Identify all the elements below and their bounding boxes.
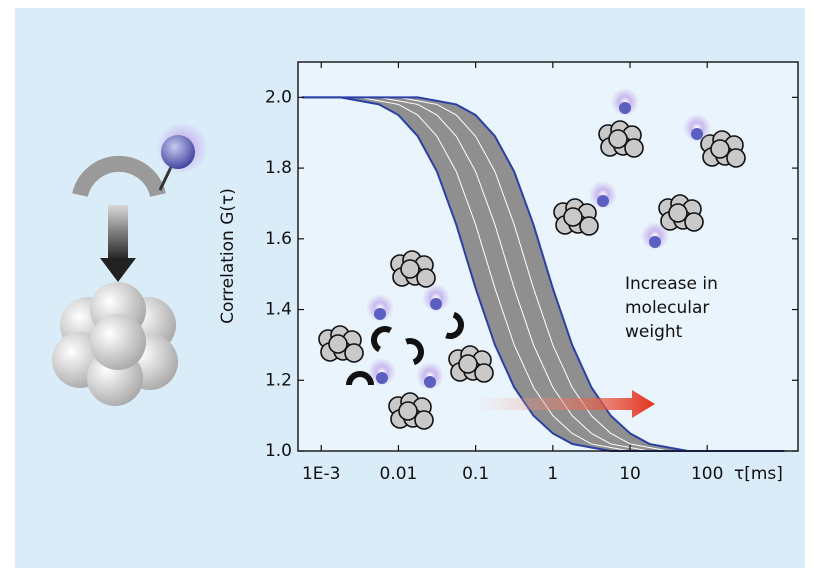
x-tick-label: 1E-3	[302, 464, 341, 484]
molecule-part	[415, 411, 433, 429]
fluorophore	[161, 135, 195, 169]
molecule-part	[345, 344, 363, 362]
sparkle-core	[374, 308, 386, 320]
x-tick-label: 0.01	[380, 464, 418, 484]
x-tick-label: 0.1	[462, 464, 489, 484]
molecule-part	[475, 364, 493, 382]
y-axis-label: Correlation G(τ)	[218, 188, 238, 324]
molecule	[389, 393, 433, 429]
molecule-part	[669, 204, 687, 222]
x-axis-label: τ[ms]	[734, 464, 783, 484]
y-tick-label: 1.4	[265, 300, 292, 320]
x-tick-label: 1	[547, 464, 558, 484]
molecule	[659, 195, 703, 231]
sparkle-core	[691, 128, 703, 140]
sparkle-core	[597, 195, 609, 207]
molecule-part	[711, 140, 729, 158]
molecule	[554, 199, 598, 235]
figure: Correlation G(τ) τ[ms] Increase in molec…	[0, 0, 822, 576]
molecule-part	[625, 139, 643, 157]
molecule-part	[580, 217, 598, 235]
molecule-part	[564, 208, 582, 226]
molecule	[391, 251, 435, 287]
y-tick-label: 1.8	[265, 158, 292, 178]
sparkle-core	[649, 236, 661, 248]
y-tick-label: 2.0	[265, 87, 292, 107]
x-tick-label: 10	[619, 464, 641, 484]
sparkle-core	[430, 298, 442, 310]
sparkle-core	[376, 372, 388, 384]
molecule-part	[459, 355, 477, 373]
molecule-part	[609, 130, 627, 148]
molecule-part	[685, 213, 703, 231]
annotation-line: Increase in	[625, 274, 718, 294]
molecule	[449, 346, 493, 382]
annotation-line: molecular	[625, 298, 709, 318]
y-tick-label: 1.6	[265, 229, 292, 249]
y-tick-label: 1.0	[265, 441, 292, 461]
molecule-part	[329, 335, 347, 353]
molecule	[599, 121, 643, 157]
molecule-part	[417, 269, 435, 287]
molecule-part	[401, 260, 419, 278]
sparkle-core	[424, 376, 436, 388]
molecule-part	[727, 149, 745, 167]
molecule-part	[399, 402, 417, 420]
arrow-shaft	[108, 205, 128, 260]
sparkle-core	[619, 102, 631, 114]
molecule	[319, 326, 363, 362]
x-tick-label: 100	[691, 464, 723, 484]
annotation-line: weight	[625, 322, 683, 342]
y-tick-label: 1.2	[265, 370, 292, 390]
